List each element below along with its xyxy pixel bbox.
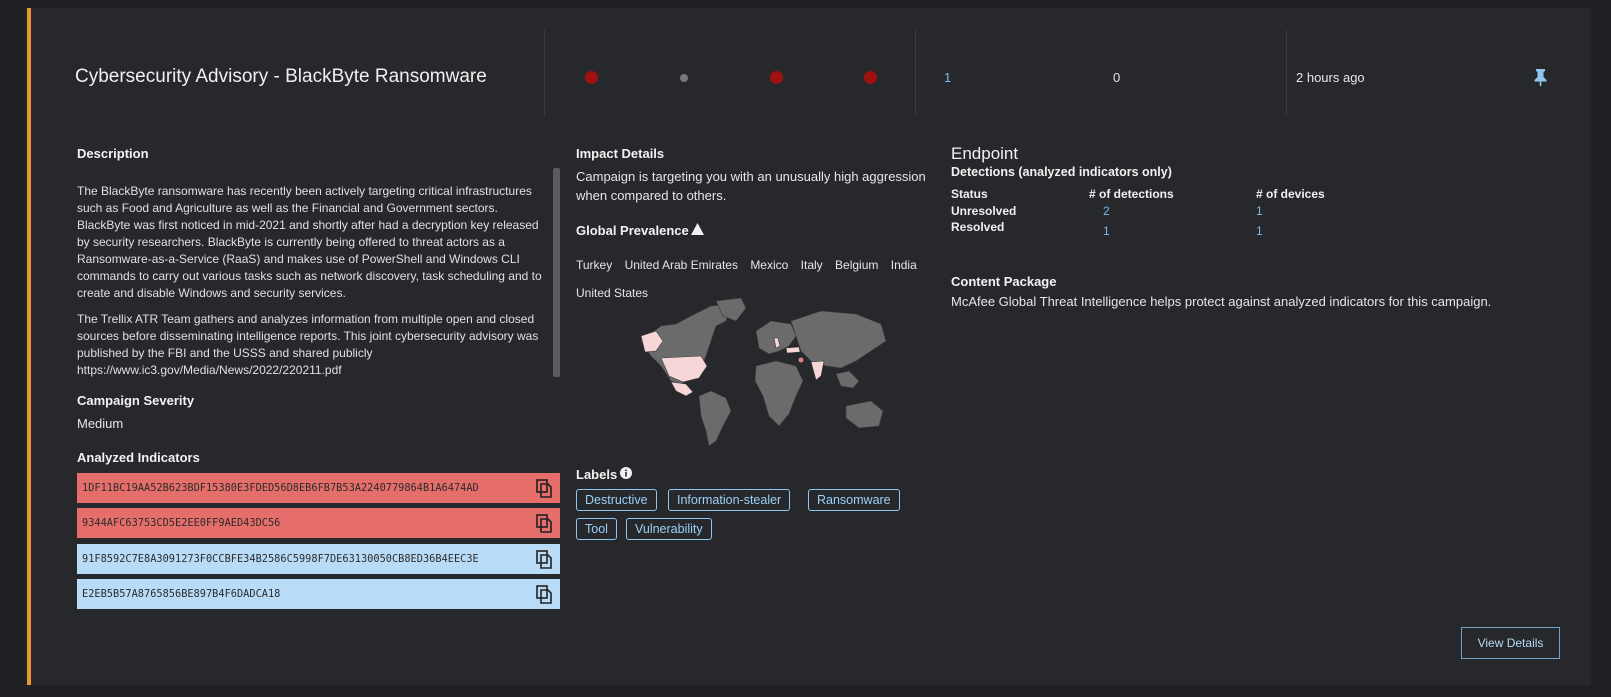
divider <box>544 30 545 115</box>
devices-link[interactable]: 1 <box>1256 204 1263 218</box>
label-tag[interactable]: Information-stealer <box>668 489 791 511</box>
description-text: The BlackByte ransomware has recently be… <box>77 183 547 388</box>
endpoint-heading: Endpoint <box>951 144 1019 163</box>
copy-icon[interactable] <box>536 585 552 607</box>
severity-dot-high <box>770 71 783 84</box>
description-scrollbar[interactable] <box>553 168 560 377</box>
detections-link[interactable]: 2 <box>1103 204 1110 218</box>
column-header-devices: # of devices <box>1256 187 1325 201</box>
campaign-card: Cybersecurity Advisory - BlackByte Ranso… <box>27 8 1591 685</box>
campaign-title[interactable]: Cybersecurity Advisory - BlackByte Ranso… <box>75 66 487 87</box>
indicator-hash[interactable]: E2EB5B57A8765856BE897B4F6DADCA18 <box>82 588 281 600</box>
country-item: Turkey <box>576 258 613 272</box>
content-package-text: McAfee Global Threat Intelligence helps … <box>951 294 1492 309</box>
country-item: United States <box>576 286 649 300</box>
column-header-status: Status <box>951 187 988 201</box>
indicator-row: 91F8592C7E8A3091273F0CCBFE34B2586C5998F7… <box>77 544 560 574</box>
indicator-row: 1DF11BC19AA52B623BDF15380E3FDED56D8EB6FB… <box>77 473 560 503</box>
country-list: Turkey United Arab Emirates Mexico Italy… <box>576 251 936 307</box>
indicator-hash[interactable]: 1DF11BC19AA52B623BDF15380E3FDED56D8EB6FB… <box>82 482 479 494</box>
copy-icon[interactable] <box>536 514 552 536</box>
detections-link[interactable]: 1 <box>1103 224 1110 238</box>
severity-dot-none <box>680 74 688 82</box>
divider <box>915 30 916 115</box>
country-item: Mexico <box>750 258 789 272</box>
indicator-hash[interactable]: 91F8592C7E8A3091273F0CCBFE34B2586C5998F7… <box>82 553 479 565</box>
indicator-hash[interactable]: 9344AFC63753CD5E2EE0FF9AED43DC56 <box>82 517 281 529</box>
labels-heading: Labels <box>576 467 618 482</box>
description-paragraph: The BlackByte ransomware has recently be… <box>77 184 542 300</box>
label-tag[interactable]: Vulnerability <box>626 518 712 540</box>
severity-heading: Campaign Severity <box>77 393 195 408</box>
label-tag[interactable]: Destructive <box>576 489 657 511</box>
card-header[interactable]: Cybersecurity Advisory - BlackByte Ranso… <box>31 8 1591 136</box>
uae-marker <box>798 357 804 363</box>
content-package-heading: Content Package <box>951 274 1057 289</box>
detections-subheading: Detections (analyzed indicators only) <box>951 165 1172 179</box>
divider <box>1286 30 1287 115</box>
indicator-row: E2EB5B57A8765856BE897B4F6DADCA18 <box>77 579 560 609</box>
label-tag[interactable]: Ransomware <box>808 489 900 511</box>
view-details-button[interactable]: View Details <box>1461 627 1560 659</box>
devices-link[interactable]: 1 <box>1256 224 1263 238</box>
column-header-detections: # of detections <box>1089 187 1174 201</box>
impact-text: Campaign is targeting you with an unusua… <box>576 169 926 203</box>
copy-icon[interactable] <box>536 550 552 572</box>
country-item: United Arab Emirates <box>624 258 738 272</box>
warning-icon <box>691 222 704 240</box>
country-item: Italy <box>800 258 823 272</box>
country-item: India <box>890 258 917 272</box>
description-heading: Description <box>77 146 149 161</box>
severity-value: Medium <box>77 416 124 431</box>
count-link[interactable]: 1 <box>944 70 952 85</box>
severity-dot-high <box>585 71 598 84</box>
count-value: 0 <box>1113 70 1121 85</box>
world-map[interactable] <box>631 296 896 456</box>
impact-heading: Impact Details <box>576 146 665 161</box>
indicator-row: 9344AFC63753CD5E2EE0FF9AED43DC56 <box>77 508 560 538</box>
prevalence-heading: Global Prevalence <box>576 223 689 238</box>
row-status: Resolved <box>951 220 1005 234</box>
country-item: Belgium <box>835 258 879 272</box>
info-icon[interactable] <box>620 466 632 484</box>
label-tag[interactable]: Tool <box>576 518 617 540</box>
timestamp: 2 hours ago <box>1296 70 1365 85</box>
pin-icon[interactable] <box>1534 68 1547 91</box>
severity-dot-high <box>864 71 877 84</box>
row-status: Unresolved <box>951 204 1017 218</box>
copy-icon[interactable] <box>536 479 552 501</box>
indicators-heading: Analyzed Indicators <box>77 450 200 465</box>
description-paragraph: The Trellix ATR Team gathers and analyze… <box>77 312 539 377</box>
